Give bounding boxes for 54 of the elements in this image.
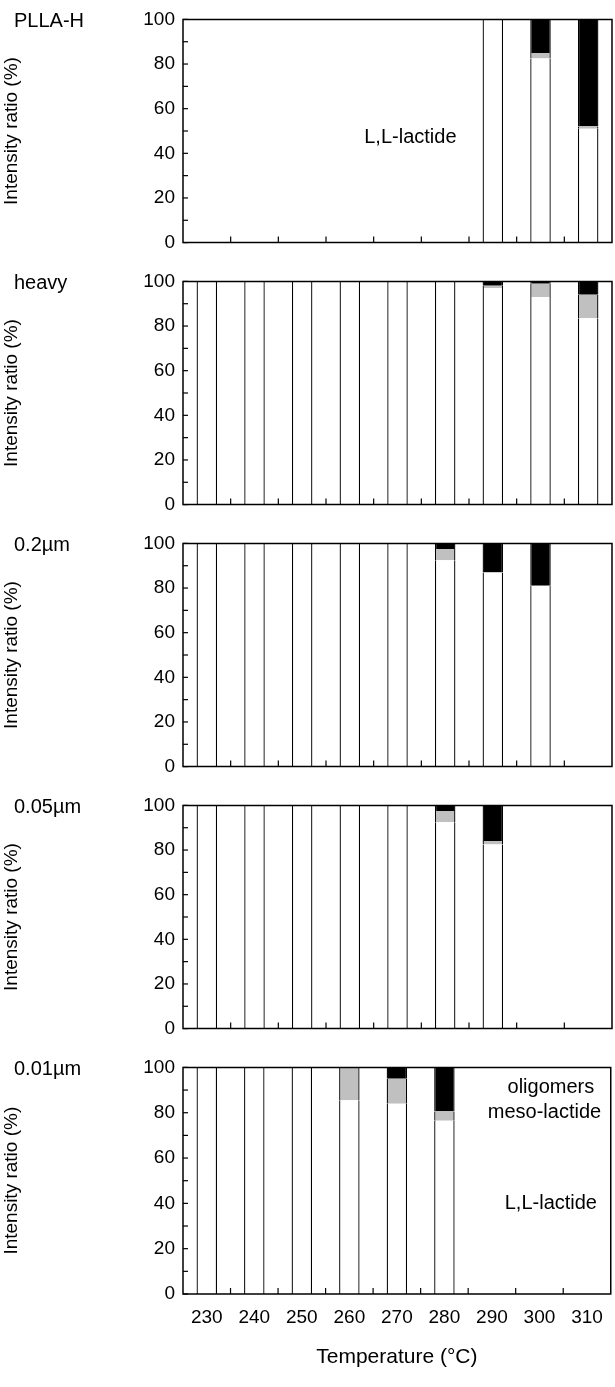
y-tick-label: 20 (153, 972, 175, 994)
x-tick-label: 280 (428, 1305, 461, 1327)
y-tick-label: 40 (153, 141, 175, 163)
x-tick-label: 260 (333, 1305, 366, 1327)
y-tick-label: 20 (153, 1236, 175, 1258)
x-axis-title: Temperature (°C) (316, 1344, 478, 1368)
annotation: meso-lactide (487, 1100, 602, 1123)
y-tick-label: 20 (153, 448, 175, 470)
y-tick-label: 80 (153, 576, 175, 598)
y-tick-label: 40 (153, 403, 175, 425)
y-tick-label: 0 (164, 492, 175, 514)
y-tick-label: 100 (143, 7, 175, 29)
y-tick-label: 0 (164, 230, 175, 252)
y-tick-label: 100 (143, 531, 175, 553)
chart-title: 0.2µm (14, 532, 70, 555)
y-axis-title: Intensity ratio (%) (0, 57, 21, 205)
y-tick-label: 60 (153, 882, 175, 904)
annotation: L,L-lactide (364, 125, 457, 148)
y-tick-label: 20 (153, 710, 175, 732)
y-tick-label: 20 (153, 186, 175, 208)
y-axis-title: Intensity ratio (%) (0, 843, 21, 991)
y-axis-title: Intensity ratio (%) (0, 581, 21, 729)
y-tick-label: 100 (143, 793, 175, 815)
y-tick-label: 0 (164, 1016, 175, 1038)
x-tick-label: 270 (381, 1305, 413, 1327)
y-tick-label: 80 (153, 52, 175, 74)
annotation: oligomers (507, 1075, 595, 1098)
y-tick-label: 60 (153, 96, 175, 118)
x-tick-label: 230 (190, 1305, 223, 1327)
chart-title: PLLA-H (14, 8, 85, 31)
y-tick-label: 40 (153, 665, 175, 687)
x-tick-label: 310 (571, 1305, 603, 1327)
y-axis-title: Intensity ratio (%) (0, 319, 21, 467)
y-tick-label: 60 (153, 620, 175, 642)
y-tick-label: 60 (153, 358, 175, 380)
chart-title: heavy (14, 270, 68, 293)
y-tick-label: 80 (153, 838, 175, 860)
y-tick-label: 100 (143, 1055, 175, 1077)
y-tick-label: 0 (164, 1282, 175, 1304)
x-tick-label: 300 (523, 1305, 556, 1327)
y-axis-title: Intensity ratio (%) (0, 1106, 21, 1255)
y-tick-label: 0 (164, 754, 175, 776)
annotation: L,L-lactide (504, 1190, 597, 1213)
y-tick-label: 40 (153, 927, 175, 949)
x-tick-label: 250 (285, 1305, 318, 1327)
chart-title: 0.01µm (14, 1056, 82, 1079)
y-tick-label: 80 (153, 314, 175, 336)
x-tick-label: 290 (476, 1305, 508, 1327)
x-tick-label: 240 (238, 1305, 271, 1327)
y-tick-label: 80 (153, 1100, 175, 1122)
chart-title: 0.05µm (14, 794, 82, 817)
y-tick-label: 40 (153, 1191, 175, 1213)
y-tick-label: 100 (143, 269, 175, 291)
y-tick-label: 60 (153, 1146, 175, 1168)
